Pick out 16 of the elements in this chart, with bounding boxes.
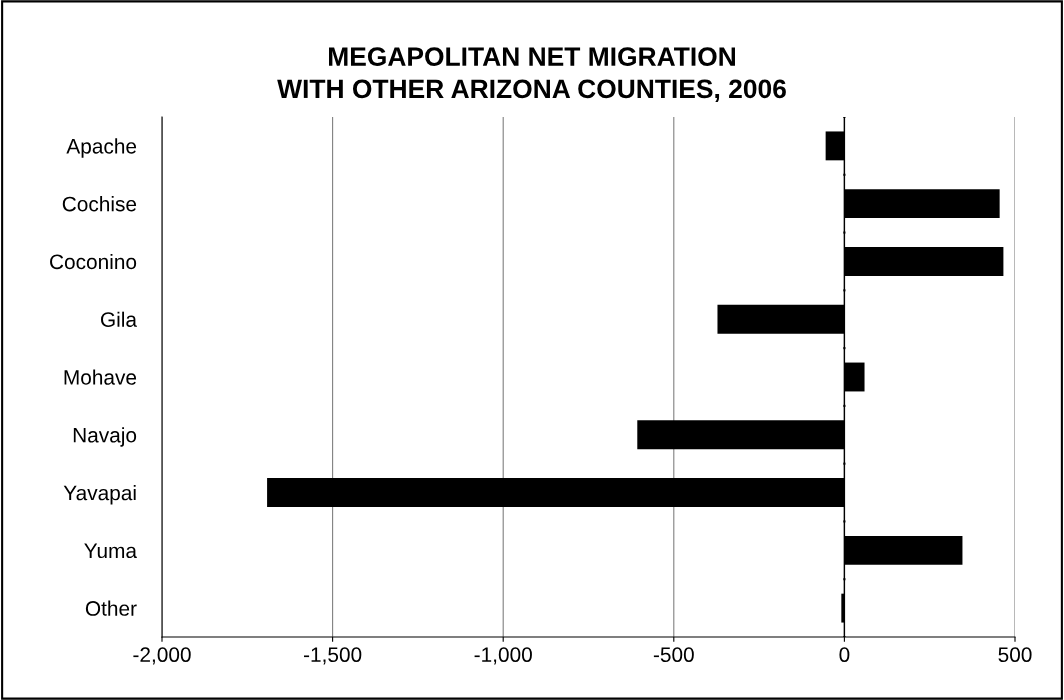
chart-title: MEGAPOLITAN NET MIGRATION WITH OTHER ARIZONA COUNTIES, 2006	[277, 47, 786, 103]
x-tick-label: -2,000	[133, 647, 191, 665]
y-tick-label: Apache	[66, 138, 137, 158]
y-tick-label: Coconino	[50, 253, 137, 270]
y-tick-label: Yavapai	[63, 485, 136, 505]
y-tick-label: Mohave	[64, 369, 137, 385]
y-tick-label: Cochise	[62, 196, 137, 212]
x-tick-label: -500	[653, 647, 694, 663]
y-tick-label: Yuma	[84, 543, 137, 559]
y-tick-label: Gila	[101, 311, 137, 327]
x-tick-label: 0	[839, 647, 850, 663]
y-tick-label: Other	[85, 600, 137, 616]
x-tick-label: 500	[998, 647, 1032, 663]
y-tick-label: Navajo	[73, 427, 137, 447]
x-tick-label: -1,000	[474, 647, 532, 665]
x-tick-label: -1,500	[303, 647, 362, 665]
